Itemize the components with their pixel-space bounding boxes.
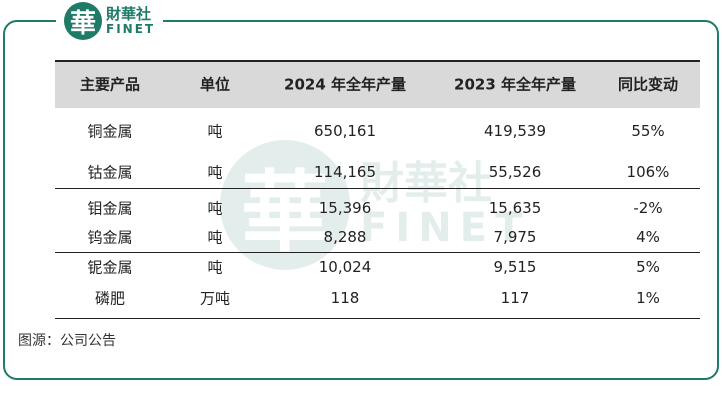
logo-sub: FINET: [106, 21, 156, 36]
table-cell: 5%: [636, 258, 660, 276]
table-cell: 15,635: [488, 199, 542, 217]
table-cell: 吨: [207, 258, 223, 277]
table-cell: 419,539: [483, 122, 547, 140]
header-cell: 2023 年全年产量: [454, 75, 576, 94]
table-cell: 10,024: [318, 258, 372, 276]
table-cell: 650,161: [313, 122, 377, 140]
header-cell: 同比变动: [617, 75, 679, 94]
header-cell: 2024 年全年产量: [284, 75, 406, 94]
table-cell: 钴金属: [87, 163, 133, 182]
table-cell: 8,288: [323, 228, 367, 246]
logo: 華 財華社 FINET: [56, 2, 164, 40]
table-cell: 114,165: [313, 163, 377, 181]
table-cell: 4%: [636, 228, 660, 246]
table-cell: 钨金属: [87, 228, 133, 247]
table-cell: 1%: [636, 289, 660, 307]
table-cell: 55%: [631, 122, 665, 140]
table-cell: 吨: [207, 163, 223, 182]
rule: [55, 252, 700, 253]
table-cell: 7,975: [493, 228, 537, 246]
table-cell: 万吨: [199, 289, 231, 308]
header-cell: 单位: [199, 75, 231, 94]
table-cell: -2%: [633, 199, 663, 217]
table-cell: 吨: [207, 228, 223, 247]
table-cell: 118: [330, 289, 360, 307]
table-cell: 106%: [626, 163, 670, 181]
logo-mark: 華: [64, 2, 102, 40]
table-cell: 磷肥: [94, 289, 126, 308]
table-cell: 铌金属: [87, 258, 133, 277]
table-cell: 铜金属: [87, 122, 133, 141]
table-cell: 吨: [207, 199, 223, 218]
rule: [55, 318, 700, 319]
logo-name: 財華社: [106, 4, 152, 23]
table-cell: 9,515: [493, 258, 537, 276]
header-row: [55, 60, 700, 108]
table-cell: 117: [500, 289, 530, 307]
table-cell: 吨: [207, 122, 223, 141]
header-cell: 主要产品: [79, 75, 141, 94]
rule: [55, 188, 700, 189]
frame: [3, 20, 719, 380]
source: 图源：公司公告: [18, 333, 116, 349]
table-cell: 钼金属: [87, 199, 133, 218]
table-cell: 55,526: [488, 163, 542, 181]
table-cell: 15,396: [318, 199, 372, 217]
